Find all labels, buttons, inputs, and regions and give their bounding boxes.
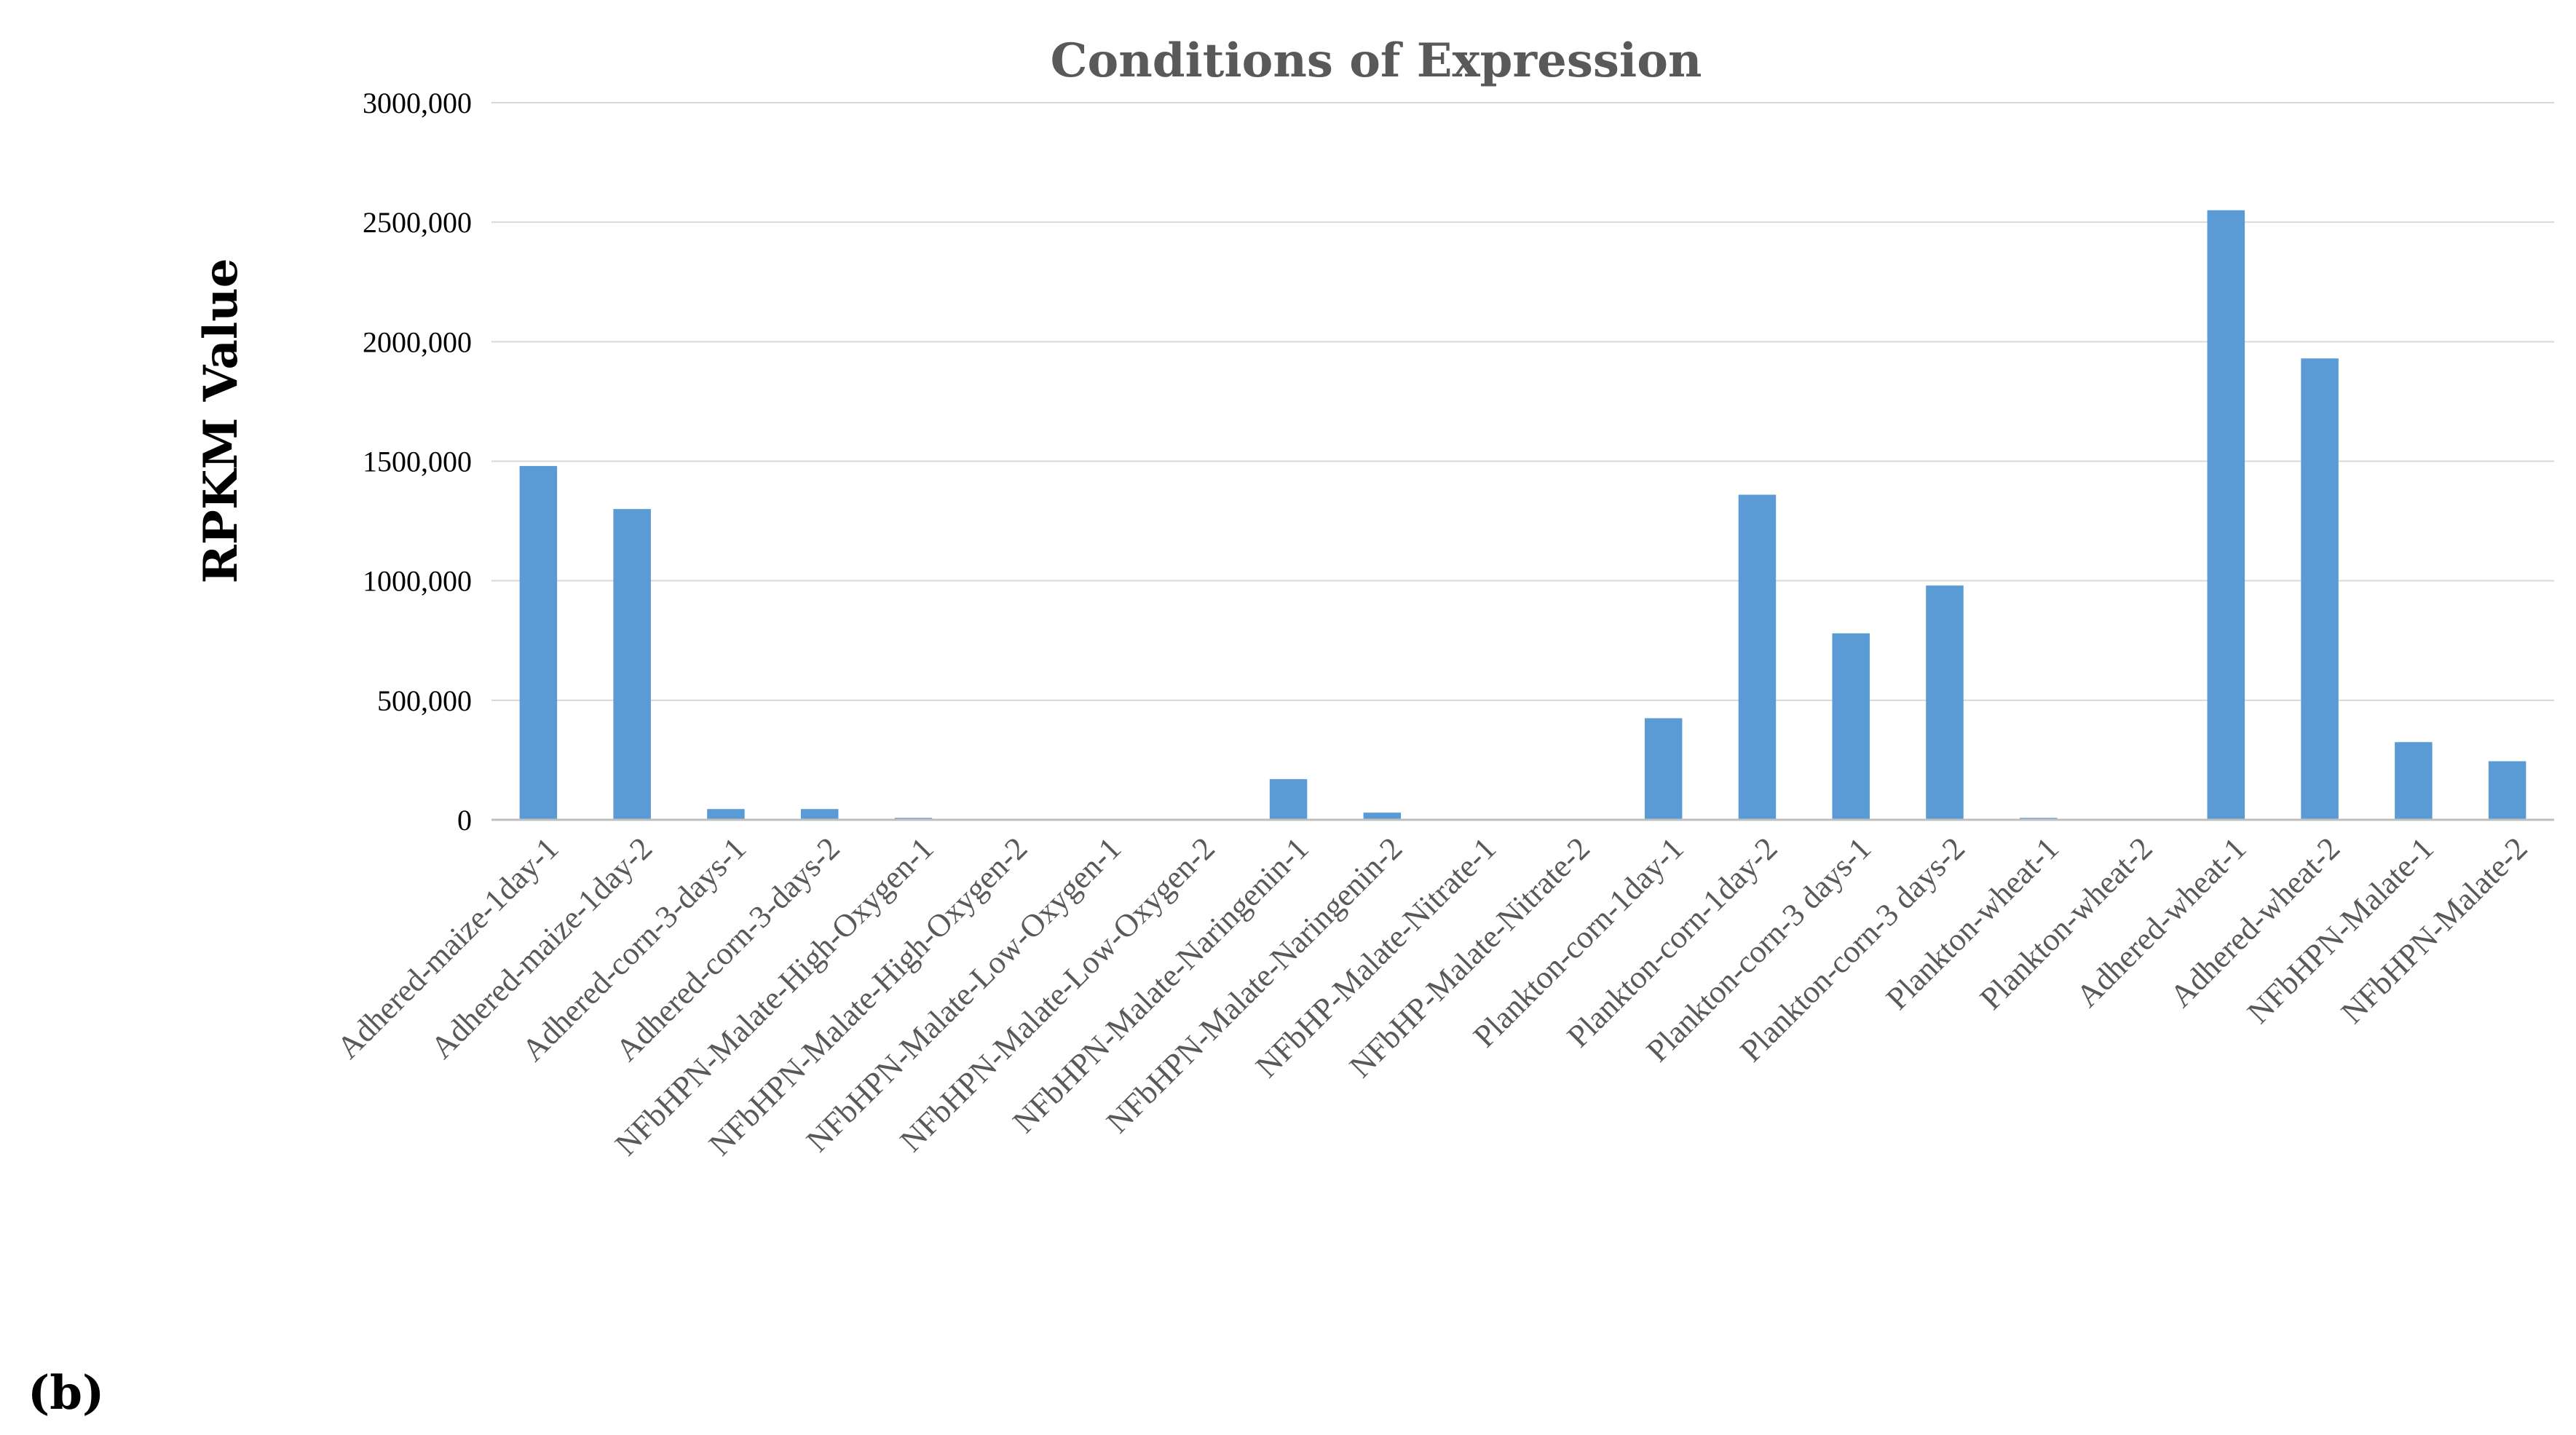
bar xyxy=(1926,585,1964,820)
y-tick-label: 0 xyxy=(457,804,472,837)
bar xyxy=(2395,742,2433,820)
bar xyxy=(1269,779,1308,820)
bar xyxy=(2207,210,2245,820)
chart-title: Conditions of Expression xyxy=(1051,33,1702,88)
x-tick-label: Adhered-wheat-1 xyxy=(2069,830,2253,1013)
x-tick-label: Plankton-wheat-1 xyxy=(1879,830,2066,1016)
bar xyxy=(707,809,745,820)
bar xyxy=(613,509,651,820)
panel-label: (b) xyxy=(28,1366,104,1420)
bar xyxy=(800,809,839,820)
x-tick-label: Plankton-wheat-2 xyxy=(1973,830,2160,1016)
bar xyxy=(1832,633,1870,820)
y-tick-label: 500,000 xyxy=(377,684,472,717)
x-tick-label: Adhered-wheat-2 xyxy=(2163,830,2347,1013)
y-tick-label: 2000,000 xyxy=(363,325,472,358)
y-tick-label: 2500,000 xyxy=(363,206,472,239)
bar xyxy=(519,466,558,820)
bar xyxy=(2488,761,2526,820)
x-axis-ticks: Adhered-maize-1day-1Adhered-maize-1day-2… xyxy=(330,830,2534,1162)
y-tick-label: 1500,000 xyxy=(363,446,472,478)
bar xyxy=(2301,358,2339,821)
y-axis-label: RPKM Value xyxy=(194,258,248,584)
y-tick-label: 1000,000 xyxy=(363,565,472,598)
y-tick-label: 3000,000 xyxy=(363,87,472,119)
bars xyxy=(519,210,2526,821)
y-axis-ticks: 0 500,000 1000,000 1500,000 2000,000 2500,000… xyxy=(363,87,472,837)
bar xyxy=(1644,718,1683,820)
bar xyxy=(1738,494,1777,820)
bar xyxy=(1363,813,1402,820)
